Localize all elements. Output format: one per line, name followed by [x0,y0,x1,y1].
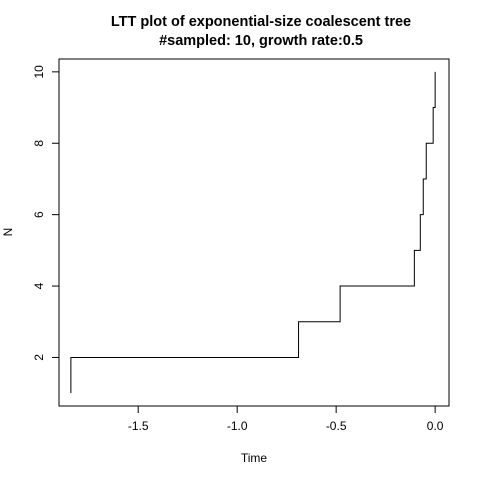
y-axis-label: N [1,228,15,237]
y-tick-label: 6 [32,211,46,218]
y-tick-label: 8 [32,140,46,147]
x-tick-label: -1.5 [128,419,149,433]
x-axis-label: Time [241,451,268,465]
y-tick-label: 10 [32,65,46,79]
chart-subtitle: #sampled: 10, growth rate:0.5 [159,33,363,49]
x-axis: -1.5 -1.0 -0.5 0.0 [128,405,444,433]
y-tick-label: 2 [32,354,46,361]
y-tick-label: 4 [32,282,46,289]
ltt-step-line [70,71,436,394]
x-tick-label: -0.5 [326,419,347,433]
x-tick-label: 0.0 [427,419,444,433]
x-tick-label: -1.0 [227,419,248,433]
series-layer [70,71,436,394]
y-axis: 2 4 6 8 10 [32,65,60,361]
chart-title: LTT plot of exponential-size coalescent … [111,14,411,30]
